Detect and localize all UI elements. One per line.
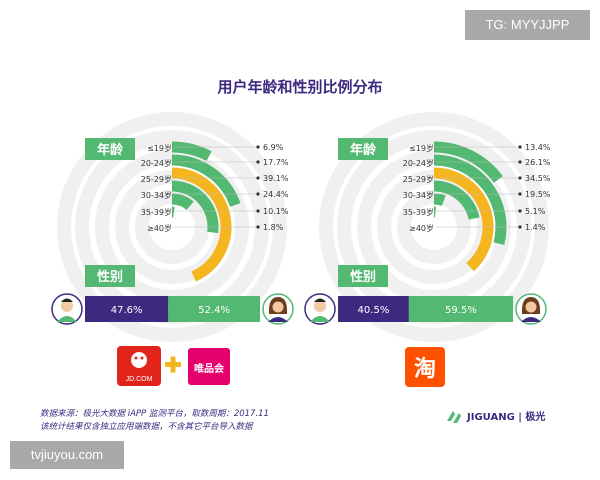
left-age-arc	[171, 180, 219, 234]
bottom-watermark: tvjiuyou.com	[10, 441, 124, 469]
right-chart-panel: 年龄 ≤19岁 20-24岁 25-29岁 30-34岁 35-39岁 ≥40岁 13.4…	[304, 112, 551, 342]
right-age-arc	[433, 180, 480, 220]
left-age-category-label: 25-29岁	[141, 174, 172, 184]
jiguang-brand-text: JIGUANG | 极光	[467, 412, 546, 423]
right-age-value-label: 19.5%	[525, 190, 551, 199]
left-female-avatar-icon	[262, 293, 294, 325]
left-leader-dot	[256, 145, 260, 149]
left-female-bar	[168, 296, 260, 322]
svg-text:淘: 淘	[414, 356, 436, 382]
footer-line-1: 数据来源：极光大数据 iAPP 监测平台，取数周期：2017.11	[40, 409, 269, 419]
left-leader-dot	[256, 160, 260, 164]
right-male-bar	[338, 296, 409, 322]
right-age-category-label: 35-39岁	[403, 207, 434, 217]
right-leader-dot	[518, 160, 522, 164]
right-age-value-label: 13.4%	[525, 143, 551, 152]
right-age-category-label: ≥40岁	[409, 223, 434, 233]
right-arcs	[433, 141, 507, 272]
right-age-value-label: 5.1%	[525, 207, 546, 216]
left-gender-bar: 47.6% 52.4%	[51, 293, 294, 325]
right-male-pct-label: 40.5%	[358, 305, 390, 316]
left-age-tag-text: 年龄	[97, 142, 124, 158]
right-age-value-label: 34.5%	[525, 174, 551, 183]
left-age-category-label: 20-24岁	[141, 158, 172, 168]
left-male-avatar-icon	[51, 293, 83, 325]
right-age-category-label: 30-34岁	[403, 190, 434, 200]
right-age-category-label: 20-24岁	[403, 158, 434, 168]
left-female-pct-label: 52.4%	[198, 305, 230, 316]
right-female-pct-label: 59.5%	[445, 305, 477, 316]
right-category-labels: ≤19岁 20-24岁 25-29岁 30-34岁 35-39岁 ≥40岁	[403, 143, 434, 233]
taobao-logo: 淘	[405, 347, 445, 387]
right-leader-dot	[518, 176, 522, 180]
right-female-bar	[408, 296, 513, 322]
left-age-value-label: 17.7%	[263, 158, 289, 167]
right-value-labels: 13.4% 26.1% 34.5% 19.5% 5.1% 1.4%	[436, 143, 551, 232]
left-leader-dot	[256, 225, 260, 229]
left-age-value-label: 6.9%	[263, 143, 284, 152]
jiguang-brand: JIGUANG | 极光	[445, 408, 545, 425]
right-age-arc	[433, 141, 503, 183]
right-bg-ring	[319, 112, 549, 342]
left-chart-panel: 年龄 ≤19岁 20-24岁 25-29岁 30-34岁 35-39岁 ≥40岁 6.9%…	[51, 112, 294, 342]
right-leader-dot	[518, 192, 522, 196]
right-age-arc	[433, 193, 446, 206]
left-age-value-label: 10.1%	[263, 207, 289, 216]
left-age-arc	[171, 167, 232, 282]
left-leader-dot	[256, 176, 260, 180]
left-male-pct-label: 47.6%	[111, 305, 143, 316]
left-age-category-label: ≥40岁	[147, 223, 172, 233]
left-age-tag	[85, 138, 135, 160]
left-gender-tag-text: 性别	[97, 269, 123, 285]
right-leader-dot	[518, 225, 522, 229]
left-bg-ring	[57, 112, 287, 342]
svg-text:JD.COM: JD.COM	[126, 376, 153, 383]
jd-logo: JD.COM	[117, 346, 161, 386]
jiguang-logo-icon	[447, 411, 461, 423]
footer-line-2: 该统计结果仅含独立应用端数据，不含其它平台导入数据	[40, 422, 253, 432]
right-age-category-label: 25-29岁	[403, 174, 434, 184]
right-age-category-label: ≤19岁	[409, 143, 434, 153]
left-age-value-label: 39.1%	[263, 174, 289, 183]
left-age-category-label: ≤19岁	[147, 143, 172, 153]
left-leader-dot	[256, 209, 260, 213]
right-gender-tag-text: 性别	[350, 269, 376, 285]
footer-note: 数据来源：极光大数据 iAPP 监测平台，取数周期：2017.11 该统计结果仅…	[40, 408, 269, 434]
vip-logo: 唯品会	[188, 348, 230, 385]
svg-text:唯品会: 唯品会	[194, 362, 224, 375]
right-male-avatar-icon	[304, 293, 336, 325]
page-title: 用户年龄和性别比例分布	[217, 78, 383, 96]
right-female-avatar-icon	[515, 293, 547, 325]
left-male-bar	[85, 296, 169, 322]
left-age-category-label: 30-34岁	[141, 190, 172, 200]
right-age-value-label: 1.4%	[525, 223, 546, 232]
right-age-tag-text: 年龄	[350, 142, 377, 158]
top-watermark: TG: MYYJJPP	[465, 10, 590, 40]
right-leader-dot	[518, 145, 522, 149]
right-gender-tag	[338, 265, 388, 287]
left-category-labels: ≤19岁 20-24岁 25-29岁 30-34岁 35-39岁 ≥40岁	[141, 143, 172, 233]
left-value-labels: 6.9% 17.7% 39.1% 24.4% 10.1% 1.8%	[174, 143, 289, 232]
left-age-value-label: 1.8%	[263, 223, 284, 232]
left-age-category-label: 35-39岁	[141, 207, 172, 217]
right-gender-bar: 40.5% 59.5%	[304, 293, 547, 325]
right-age-arc	[433, 167, 494, 272]
left-age-arc	[171, 193, 194, 211]
left-age-arc	[171, 154, 241, 207]
left-leader-dot	[256, 192, 260, 196]
left-age-value-label: 24.4%	[263, 190, 289, 199]
plus-icon	[165, 356, 181, 373]
right-age-value-label: 26.1%	[525, 158, 551, 167]
right-leader-dot	[518, 209, 522, 213]
right-age-tag	[338, 138, 388, 160]
left-gender-tag	[85, 265, 135, 287]
